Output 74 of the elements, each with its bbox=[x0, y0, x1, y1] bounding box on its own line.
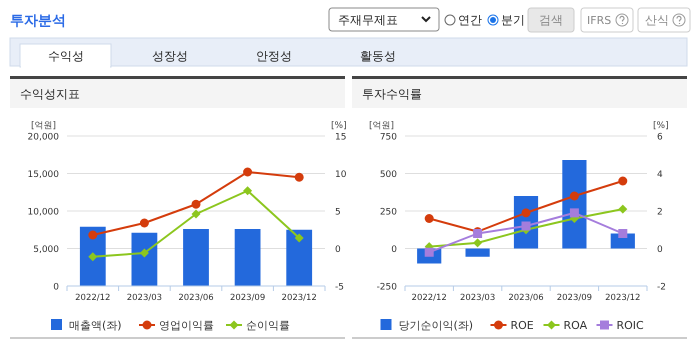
x-tick-label: 2022/12 bbox=[412, 293, 447, 303]
point bbox=[88, 230, 98, 240]
y2-tick-label: -5 bbox=[335, 282, 344, 292]
y-axis-title: [억원] bbox=[31, 121, 56, 131]
point bbox=[522, 222, 530, 230]
point bbox=[88, 252, 98, 262]
x-tick-label: 2023/03 bbox=[460, 293, 496, 303]
point bbox=[570, 208, 579, 218]
point bbox=[243, 186, 252, 196]
bar bbox=[466, 248, 490, 257]
point bbox=[618, 204, 628, 214]
text: 안정성 bbox=[256, 49, 292, 63]
point bbox=[294, 172, 304, 182]
text: 검색 bbox=[539, 13, 563, 27]
text: 성장성 bbox=[152, 49, 188, 63]
point bbox=[522, 208, 530, 218]
x-tick-label: 2023/12 bbox=[282, 293, 317, 303]
y-tick-label: 5,000 bbox=[33, 245, 60, 255]
point bbox=[618, 229, 628, 238]
legend-label: 당기순이익(좌) bbox=[398, 319, 474, 332]
x-tick-label: 2023/06 bbox=[508, 293, 544, 303]
point bbox=[140, 218, 149, 228]
point bbox=[243, 168, 252, 176]
x-tick-label: 2023/03 bbox=[126, 293, 162, 303]
y2-tick-label: 15 bbox=[335, 132, 346, 142]
point bbox=[192, 200, 200, 209]
y-tick-label: 250 bbox=[380, 208, 398, 218]
text: 수익성 bbox=[48, 49, 84, 63]
legend-label: 순이익률 bbox=[246, 319, 290, 332]
y2-tick-label: 5 bbox=[335, 208, 341, 218]
y-tick-label: 500 bbox=[380, 170, 398, 180]
y-tick-label: 0 bbox=[391, 245, 398, 255]
legend-label: ROE bbox=[510, 319, 534, 332]
y2-tick-label: 0 bbox=[335, 245, 341, 255]
point bbox=[618, 176, 628, 186]
text: IFRS bbox=[587, 14, 612, 27]
legend-label: 매출액(좌) bbox=[69, 319, 122, 332]
y-tick-label: 0 bbox=[53, 282, 60, 292]
y-tick-label: -250 bbox=[376, 282, 398, 292]
point bbox=[140, 248, 149, 258]
y2-tick-label: 6 bbox=[657, 132, 663, 142]
y-tick-label: 750 bbox=[380, 132, 398, 142]
x-tick-label: 2023/12 bbox=[605, 293, 640, 303]
y2-tick-label: 2 bbox=[657, 208, 663, 218]
y-tick-label: 20,000 bbox=[28, 132, 60, 142]
chart-title: 투자수익률 bbox=[362, 87, 422, 101]
x-tick-label: 2023/09 bbox=[230, 293, 266, 303]
y-tick-label: 10,000 bbox=[28, 208, 60, 218]
point bbox=[294, 234, 304, 242]
y2-tick-label: 10 bbox=[335, 170, 347, 180]
x-tick-label: 2023/09 bbox=[556, 293, 592, 303]
y2-tick-label: 4 bbox=[657, 170, 663, 180]
y2-axis-title: [%] bbox=[331, 121, 347, 131]
text: 산식 bbox=[645, 13, 669, 27]
legend-label: 영업이익률 bbox=[159, 319, 214, 332]
text: 주재무제표 bbox=[338, 13, 398, 27]
point bbox=[424, 214, 434, 223]
text: 활동성 bbox=[360, 49, 396, 63]
y-tick-label: 15,000 bbox=[28, 170, 60, 180]
point bbox=[473, 238, 482, 248]
y2-tick-label: 0 bbox=[657, 245, 663, 255]
chart-title: 수익성지표 bbox=[20, 87, 80, 101]
y2-axis-title: [%] bbox=[653, 121, 669, 131]
y2-tick-label: -2 bbox=[657, 282, 666, 292]
point bbox=[192, 210, 200, 218]
text: 분기 bbox=[501, 13, 525, 27]
y-axis-title: [억원] bbox=[369, 121, 394, 131]
x-tick-label: 2023/06 bbox=[178, 293, 214, 303]
text: 투자분석 bbox=[10, 13, 66, 29]
point bbox=[570, 192, 579, 200]
legend-label: ROA bbox=[564, 319, 588, 332]
x-tick-label: 2022/12 bbox=[75, 293, 110, 303]
legend-label: ROIC bbox=[616, 319, 644, 332]
text: 연간 bbox=[458, 13, 482, 27]
